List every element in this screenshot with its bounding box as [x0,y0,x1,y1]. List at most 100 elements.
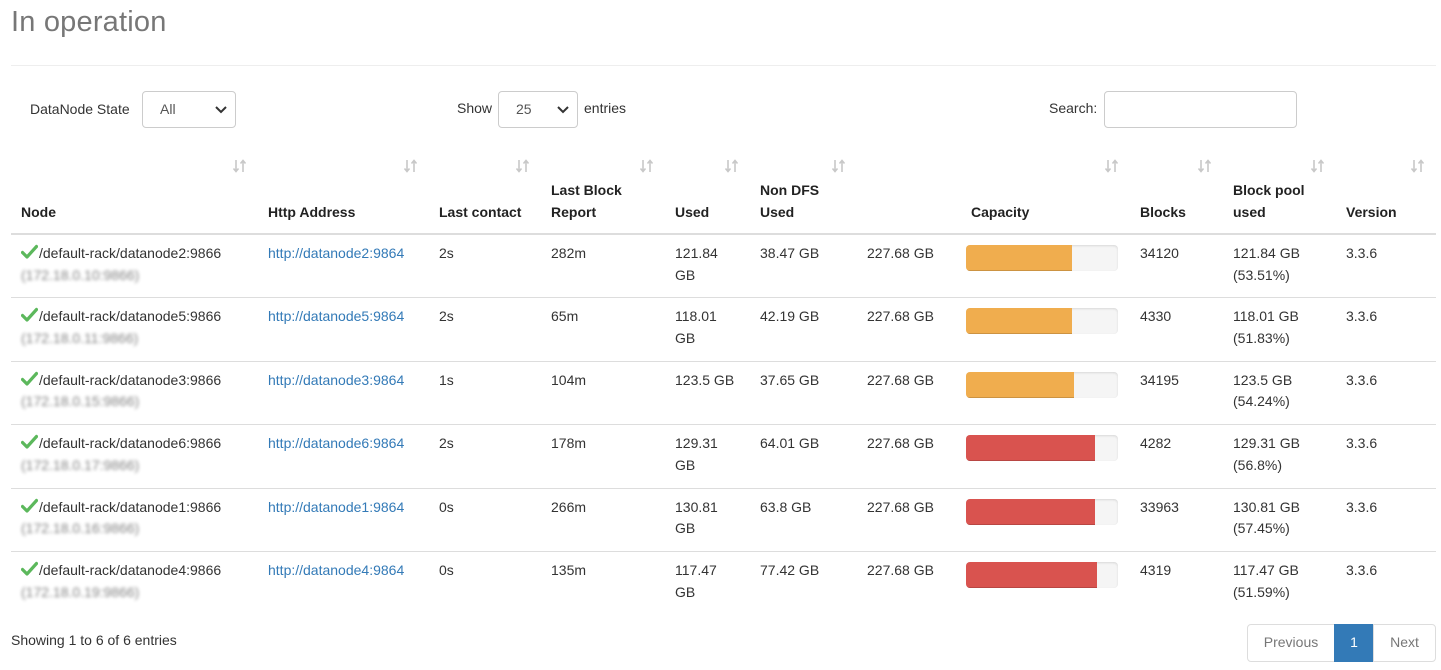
search-input[interactable] [1104,91,1297,128]
used-cell: 117.47 GB [675,562,717,600]
version-cell: 3.3.6 [1336,297,1436,362]
page-1-button[interactable]: 1 [1334,624,1374,662]
sort-icon[interactable] [232,158,248,174]
http-address-link[interactable]: http://datanode1:9864 [268,498,405,515]
column-header-label: Blocks [1140,203,1186,220]
node-name: /default-rack/datanode2:9866 [39,245,222,261]
check-icon [21,307,38,322]
column-header[interactable]: Node [11,150,258,235]
capacity-value: 227.68 GB [867,371,934,388]
http-address-link[interactable]: http://datanode2:9864 [268,245,405,261]
http-cell: http://datanode3:9864 [258,361,429,425]
capacity-progress-fill [966,435,1096,461]
datanode-state-value: All [160,101,176,117]
capacity-progress-bar [966,498,1118,525]
capacity-progress-fill [966,562,1097,588]
sort-icon[interactable] [1104,158,1120,174]
used-cell: 130.81 GB [665,488,750,552]
capacity-progress-fill [966,371,1074,398]
table-info: Showing 1 to 6 of 6 entries [11,632,177,648]
sort-icon[interactable] [515,158,531,174]
column-header-label: Http Address [268,203,356,220]
http-cell: http://datanode6:9864 [258,424,429,489]
sort-icon[interactable] [403,158,419,174]
block-report-cell: 104m [541,361,665,425]
previous-page-button[interactable]: Previous [1247,624,1335,662]
block-pool-used: 123.5 GB [1233,371,1293,388]
block-pool-percent: (51.83%) [1233,329,1290,346]
blocks-cell: 34195 [1130,361,1223,425]
sort-icon[interactable] [639,158,655,174]
block-report-cell: 135m [551,562,587,578]
capacity-progress-fill [966,498,1096,525]
table-body: /default-rack/datanode2:9866 (172.18.0.10… [11,234,1436,615]
http-address-link[interactable]: http://datanode5:9864 [268,308,405,324]
column-header[interactable]: Blocks [1130,150,1223,235]
column-header[interactable]: Last Block Report [541,150,665,235]
sort-icon[interactable] [724,158,740,174]
sort-icon[interactable] [1197,158,1213,174]
column-header-label: Node [21,203,56,220]
http-cell: http://datanode5:9864 [258,297,429,362]
node-cell: /default-rack/datanode2:9866 (172.18.0.10… [11,234,258,298]
last-contact-cell: 1s [429,361,541,425]
non-dfs-cell: 37.65 GB [750,361,857,425]
page-length-select[interactable]: 25 [498,91,578,128]
capacity-value: 227.68 GB [867,435,934,451]
http-address-link[interactable]: http://datanode6:9864 [268,435,405,451]
capacity-cell: 227.68 GB [857,488,1130,552]
block-pool-percent: (53.51%) [1233,266,1290,283]
block-report-cell: 65m [541,297,665,362]
capacity-progress-fill [966,245,1073,271]
block-pool-percent: (54.24%) [1233,393,1290,409]
capacity-value: 227.68 GB [867,245,934,261]
column-header[interactable]: Non DFS Used [750,150,857,235]
next-page-button[interactable]: Next [1373,624,1436,662]
block-pool-used: 117.47 GB [1233,562,1299,578]
version-cell: 3.3.6 [1346,562,1378,578]
column-header[interactable]: Last contact [429,150,541,235]
sort-icon[interactable] [1410,158,1426,174]
sort-icon[interactable] [1310,158,1326,174]
last-contact-cell: 2s [429,234,541,298]
capacity-cell: 227.68 GB [857,424,1130,489]
sort-icon[interactable] [831,158,847,174]
http-address-link[interactable]: http://datanode3:9864 [268,371,405,388]
table-row: /default-rack/datanode4:9866 (172.18.0.19… [11,552,1436,616]
node-name: /default-rack/datanode1:9866 [39,498,222,515]
datanode-table: Node Http Address Last contact Last Block R… [11,150,1436,615]
block-pool-cell: 121.84 GB (53.51%) [1223,234,1336,298]
non-dfs-cell: 77.42 GB [760,562,820,578]
node-address: (172.18.0.10:9866) [21,266,140,283]
check-icon [21,434,38,449]
non-dfs-cell: 42.19 GB [750,297,857,362]
chevron-down-icon [557,106,569,114]
http-address-link[interactable]: http://datanode4:9864 [268,562,405,578]
column-header[interactable]: Used [665,150,750,235]
node-address: (172.18.0.16:9866) [21,520,140,536]
table-header-row: Node Http Address Last contact Last Block R… [11,150,1436,235]
column-header[interactable]: Http Address [258,150,429,235]
used-cell: 129.31 GB [665,424,750,489]
block-report-cell: 282m [541,234,665,298]
capacity-value: 227.68 GB [867,498,934,515]
column-header[interactable]: Block pool used [1223,150,1336,235]
column-header[interactable]: Version [1336,150,1436,235]
capacity-progress-bar [966,371,1118,398]
block-pool-used: 130.81 GB [1233,498,1300,515]
node-address: (172.18.0.17:9866) [21,456,140,473]
node-name: /default-rack/datanode6:9866 [39,435,222,451]
block-pool-cell: 130.81 GB (57.45%) [1223,488,1336,552]
last-contact-cell: 2s [429,424,541,489]
column-header[interactable]: Capacity [857,150,1130,235]
block-pool-used: 129.31 GB [1233,435,1300,451]
capacity-progress-bar [966,562,1118,588]
pagination: Previous 1 Next [1247,624,1436,662]
block-pool-percent: (51.59%) [1233,583,1290,600]
http-cell: http://datanode4:9864 [258,552,429,616]
page-length-value: 25 [516,101,532,117]
check-icon [21,244,38,259]
capacity-value: 227.68 GB [867,562,934,578]
node-address: (172.18.0.11:9866) [21,329,139,346]
datanode-state-select[interactable]: All [142,91,236,128]
